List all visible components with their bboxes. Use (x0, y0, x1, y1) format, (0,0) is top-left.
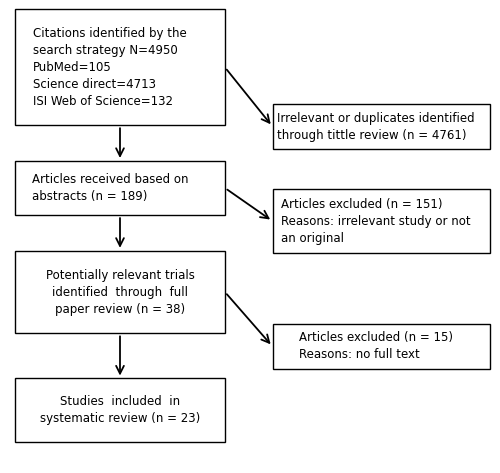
FancyBboxPatch shape (272, 189, 490, 253)
FancyBboxPatch shape (15, 9, 225, 125)
Text: Studies  included  in
systematic review (n = 23): Studies included in systematic review (n… (40, 395, 200, 425)
Text: Potentially relevant trials
identified  through  full
paper review (n = 38): Potentially relevant trials identified t… (46, 269, 195, 315)
Text: Articles received based on
abstracts (n = 189): Articles received based on abstracts (n … (32, 173, 188, 203)
FancyBboxPatch shape (15, 161, 225, 215)
FancyBboxPatch shape (272, 324, 490, 369)
Text: Citations identified by the
search strategy N=4950
PubMed=105
Science direct=471: Citations identified by the search strat… (33, 27, 187, 108)
Text: Articles excluded (n = 15)
Reasons: no full text: Articles excluded (n = 15) Reasons: no f… (300, 332, 454, 361)
FancyBboxPatch shape (15, 251, 225, 333)
FancyBboxPatch shape (15, 378, 225, 442)
Text: Irrelevant or duplicates identified
through tittle review (n = 4761): Irrelevant or duplicates identified thro… (278, 112, 475, 141)
FancyBboxPatch shape (272, 104, 490, 149)
Text: Articles excluded (n = 151)
Reasons: irrelevant study or not
an original: Articles excluded (n = 151) Reasons: irr… (282, 198, 471, 245)
